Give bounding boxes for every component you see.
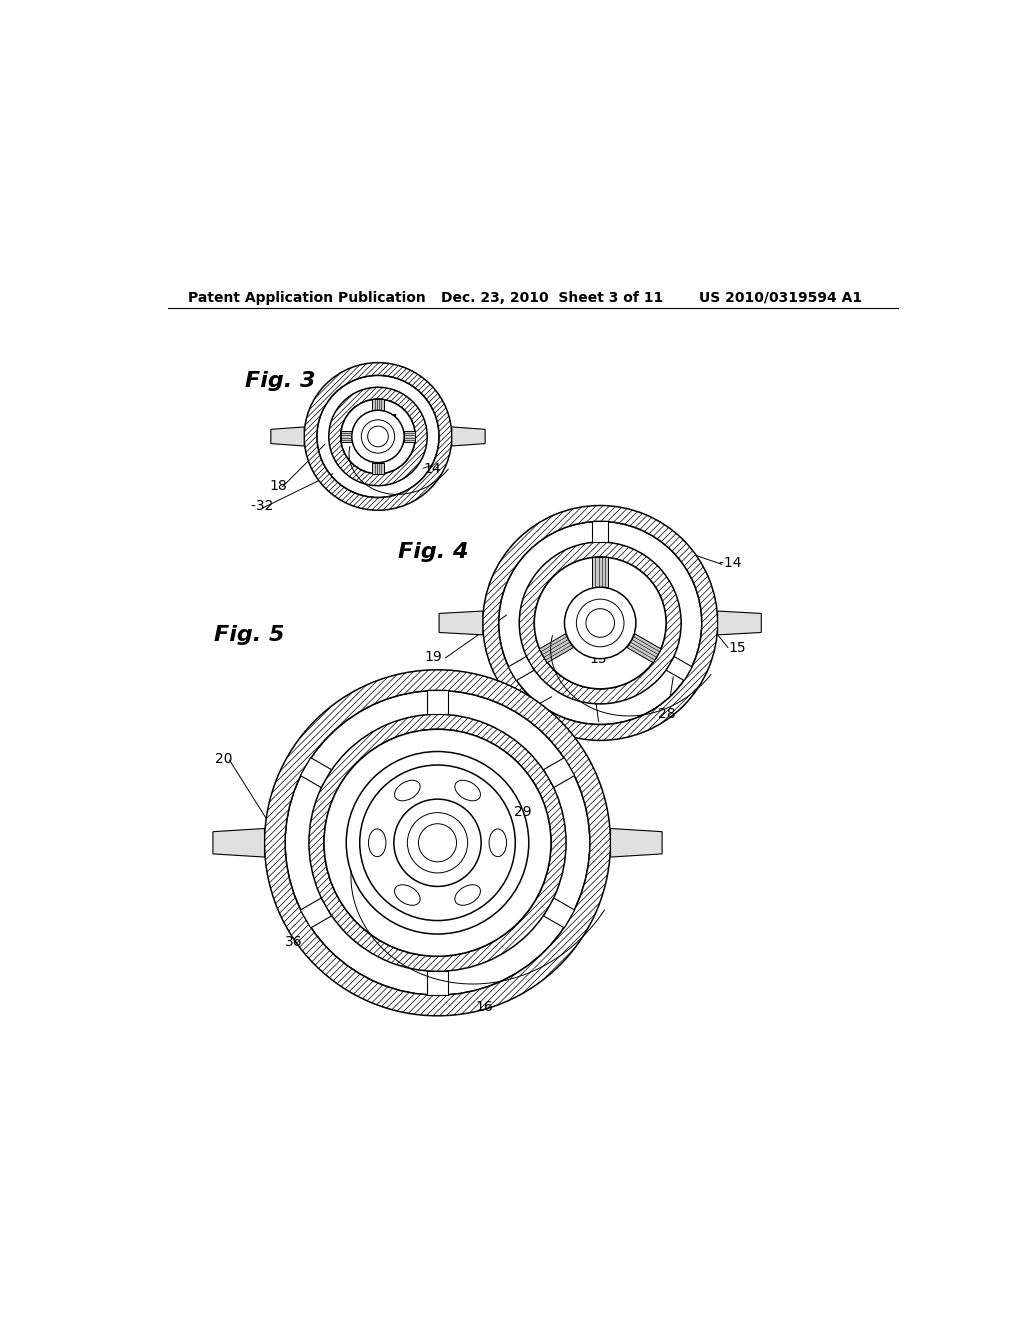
Text: 20: 20: [215, 752, 232, 767]
Circle shape: [408, 813, 468, 873]
Polygon shape: [213, 829, 264, 857]
Polygon shape: [667, 656, 692, 681]
Polygon shape: [373, 399, 384, 411]
Text: 14: 14: [423, 462, 441, 477]
Polygon shape: [627, 634, 662, 663]
Circle shape: [316, 375, 439, 498]
Circle shape: [359, 766, 515, 920]
Polygon shape: [439, 611, 482, 635]
Wedge shape: [264, 669, 610, 1016]
Text: 16: 16: [475, 1001, 494, 1014]
Polygon shape: [544, 758, 574, 788]
Ellipse shape: [455, 780, 480, 801]
Text: 15: 15: [728, 642, 745, 655]
Circle shape: [577, 599, 624, 647]
Circle shape: [564, 587, 636, 659]
Polygon shape: [540, 634, 573, 663]
Circle shape: [394, 799, 481, 887]
Ellipse shape: [394, 780, 420, 801]
Polygon shape: [592, 521, 608, 543]
Polygon shape: [427, 972, 447, 995]
Polygon shape: [544, 898, 574, 928]
Text: 27: 27: [380, 413, 397, 426]
Wedge shape: [304, 363, 452, 511]
Polygon shape: [341, 430, 352, 442]
Text: Fig. 5: Fig. 5: [214, 624, 285, 645]
Text: 36: 36: [285, 935, 303, 949]
Text: US 2010/0319594 A1: US 2010/0319594 A1: [699, 290, 862, 305]
Text: 33: 33: [473, 725, 490, 739]
Circle shape: [324, 729, 551, 956]
Text: Fig. 3: Fig. 3: [246, 371, 316, 391]
Text: -​14: -​14: [719, 556, 741, 570]
Text: Fig. 4: Fig. 4: [397, 541, 468, 561]
Circle shape: [419, 824, 457, 862]
Polygon shape: [508, 656, 535, 681]
Circle shape: [352, 411, 404, 462]
Polygon shape: [300, 898, 332, 928]
Text: Dec. 23, 2010  Sheet 3 of 11: Dec. 23, 2010 Sheet 3 of 11: [441, 290, 664, 305]
Wedge shape: [329, 387, 427, 486]
Circle shape: [341, 399, 416, 474]
Circle shape: [285, 690, 590, 995]
Text: 15: 15: [590, 652, 607, 665]
Polygon shape: [452, 426, 485, 446]
Polygon shape: [373, 462, 384, 474]
Polygon shape: [300, 758, 332, 788]
Ellipse shape: [489, 829, 507, 857]
Wedge shape: [309, 714, 566, 972]
Ellipse shape: [369, 829, 386, 857]
Polygon shape: [610, 829, 663, 857]
Polygon shape: [427, 690, 447, 714]
Text: 28: 28: [658, 708, 676, 721]
Text: -​32: -​32: [251, 499, 273, 513]
Text: 19: 19: [424, 649, 441, 664]
Text: 29: 29: [514, 805, 531, 818]
Wedge shape: [519, 543, 681, 704]
Circle shape: [346, 751, 528, 935]
Circle shape: [535, 557, 666, 689]
Text: 18: 18: [269, 479, 287, 492]
Circle shape: [368, 426, 388, 446]
Polygon shape: [404, 430, 416, 442]
Wedge shape: [482, 506, 718, 741]
Circle shape: [499, 521, 701, 725]
Ellipse shape: [455, 884, 480, 906]
Circle shape: [361, 420, 394, 453]
Text: Patent Application Publication: Patent Application Publication: [187, 290, 425, 305]
Polygon shape: [718, 611, 761, 635]
Ellipse shape: [394, 884, 420, 906]
Polygon shape: [592, 557, 608, 587]
Polygon shape: [270, 426, 304, 446]
Circle shape: [586, 609, 614, 638]
